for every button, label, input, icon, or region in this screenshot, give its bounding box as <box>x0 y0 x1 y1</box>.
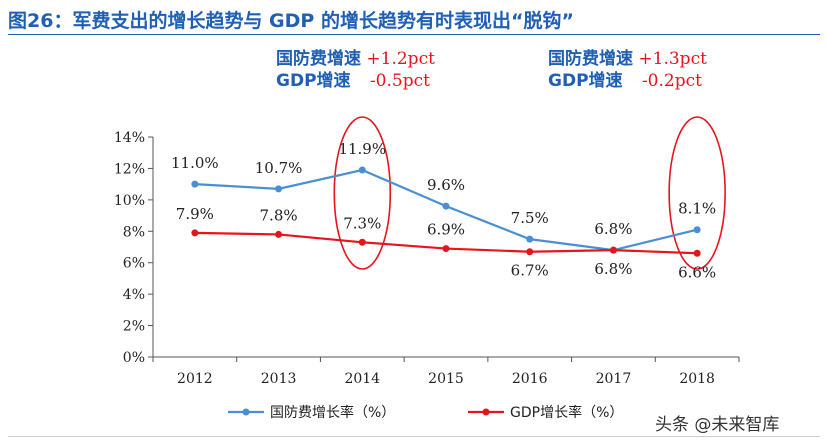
data-label: 9.6% <box>427 176 465 194</box>
data-point <box>358 238 366 246</box>
data-label: 8.1% <box>678 200 716 218</box>
annotation-2014: 国防费增速 +1.2pct GDP增速 -0.5pct <box>276 48 435 92</box>
x-tick-label: 2017 <box>596 371 632 387</box>
x-tick-label: 2013 <box>261 371 297 387</box>
annotation-value: +1.2pct <box>366 49 435 69</box>
legend-marker-0 <box>242 408 250 416</box>
data-point <box>693 226 701 234</box>
data-point <box>442 245 450 253</box>
data-point <box>526 235 534 243</box>
annotation-2014-line2: GDP增速 -0.5pct <box>276 70 435 92</box>
data-label: 7.9% <box>176 205 214 223</box>
watermark: 头条 @未来智库 <box>655 415 780 435</box>
data-point <box>693 249 701 257</box>
annotation-2018: 国防费增速 +1.3pct GDP增速 -0.2pct <box>548 48 707 92</box>
legend-marker-1 <box>482 408 490 416</box>
data-point <box>609 246 617 254</box>
data-point <box>442 202 450 210</box>
data-label: 11.0% <box>171 154 219 172</box>
data-label: 7.5% <box>511 209 549 227</box>
y-tick-label: 12% <box>114 161 145 177</box>
x-tick-label: 2012 <box>177 371 213 387</box>
x-tick-label: 2016 <box>512 371 548 387</box>
data-point <box>275 185 283 193</box>
annotation-label: GDP增速 <box>548 71 623 91</box>
y-tick-label: 10% <box>114 193 145 209</box>
y-tick-label: 6% <box>123 256 145 272</box>
x-tick-label: 2018 <box>679 371 715 387</box>
data-label: 6.9% <box>427 221 465 239</box>
data-point <box>358 166 366 174</box>
data-label: 6.8% <box>594 220 632 238</box>
highlight-ellipse-2014 <box>333 116 392 270</box>
highlight-ellipse-2018 <box>668 116 726 270</box>
data-label: 10.7% <box>255 159 303 177</box>
bottom-divider <box>8 436 820 437</box>
annotation-label: 国防费增速 <box>276 49 361 69</box>
data-label: 11.9% <box>338 140 386 158</box>
annotation-value: +1.3pct <box>638 49 707 69</box>
annotation-label: 国防费增速 <box>548 49 633 69</box>
data-label: 7.3% <box>343 214 381 232</box>
x-tick-label: 2014 <box>344 371 380 387</box>
annotation-2018-line1: 国防费增速 +1.3pct <box>548 48 707 70</box>
data-label: 7.8% <box>260 206 298 224</box>
annotation-2014-line1: 国防费增速 +1.2pct <box>276 48 435 70</box>
annotation-label: GDP增速 <box>276 71 351 91</box>
legend-label: 国防费增长率（%） <box>270 404 395 421</box>
data-label: 6.6% <box>678 263 716 281</box>
annotation-value: -0.2pct <box>641 71 702 91</box>
y-tick-label: 14% <box>114 130 145 146</box>
data-label: 6.8% <box>594 260 632 278</box>
y-tick-label: 8% <box>123 224 145 240</box>
annotation-2018-line2: GDP增速 -0.2pct <box>548 70 707 92</box>
legend-label: GDP增长率（%） <box>510 404 623 421</box>
data-label: 6.7% <box>511 262 549 280</box>
data-point <box>191 180 199 188</box>
annotation-value: -0.5pct <box>369 71 430 91</box>
y-tick-label: 4% <box>123 287 145 303</box>
data-point <box>526 248 534 256</box>
data-point <box>275 230 283 238</box>
y-tick-label: 2% <box>123 319 145 335</box>
title-divider <box>8 34 820 35</box>
y-tick-label: 0% <box>123 350 145 366</box>
x-tick-label: 2015 <box>428 371 464 387</box>
figure-title: 图26：军费支出的增长趋势与 GDP 的增长趋势有时表现出“脱钩” <box>8 10 574 32</box>
data-point <box>191 229 199 237</box>
